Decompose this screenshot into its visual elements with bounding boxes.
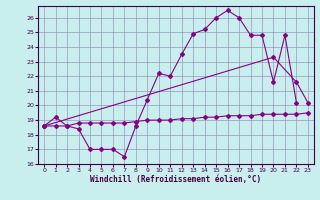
X-axis label: Windchill (Refroidissement éolien,°C): Windchill (Refroidissement éolien,°C) <box>91 175 261 184</box>
